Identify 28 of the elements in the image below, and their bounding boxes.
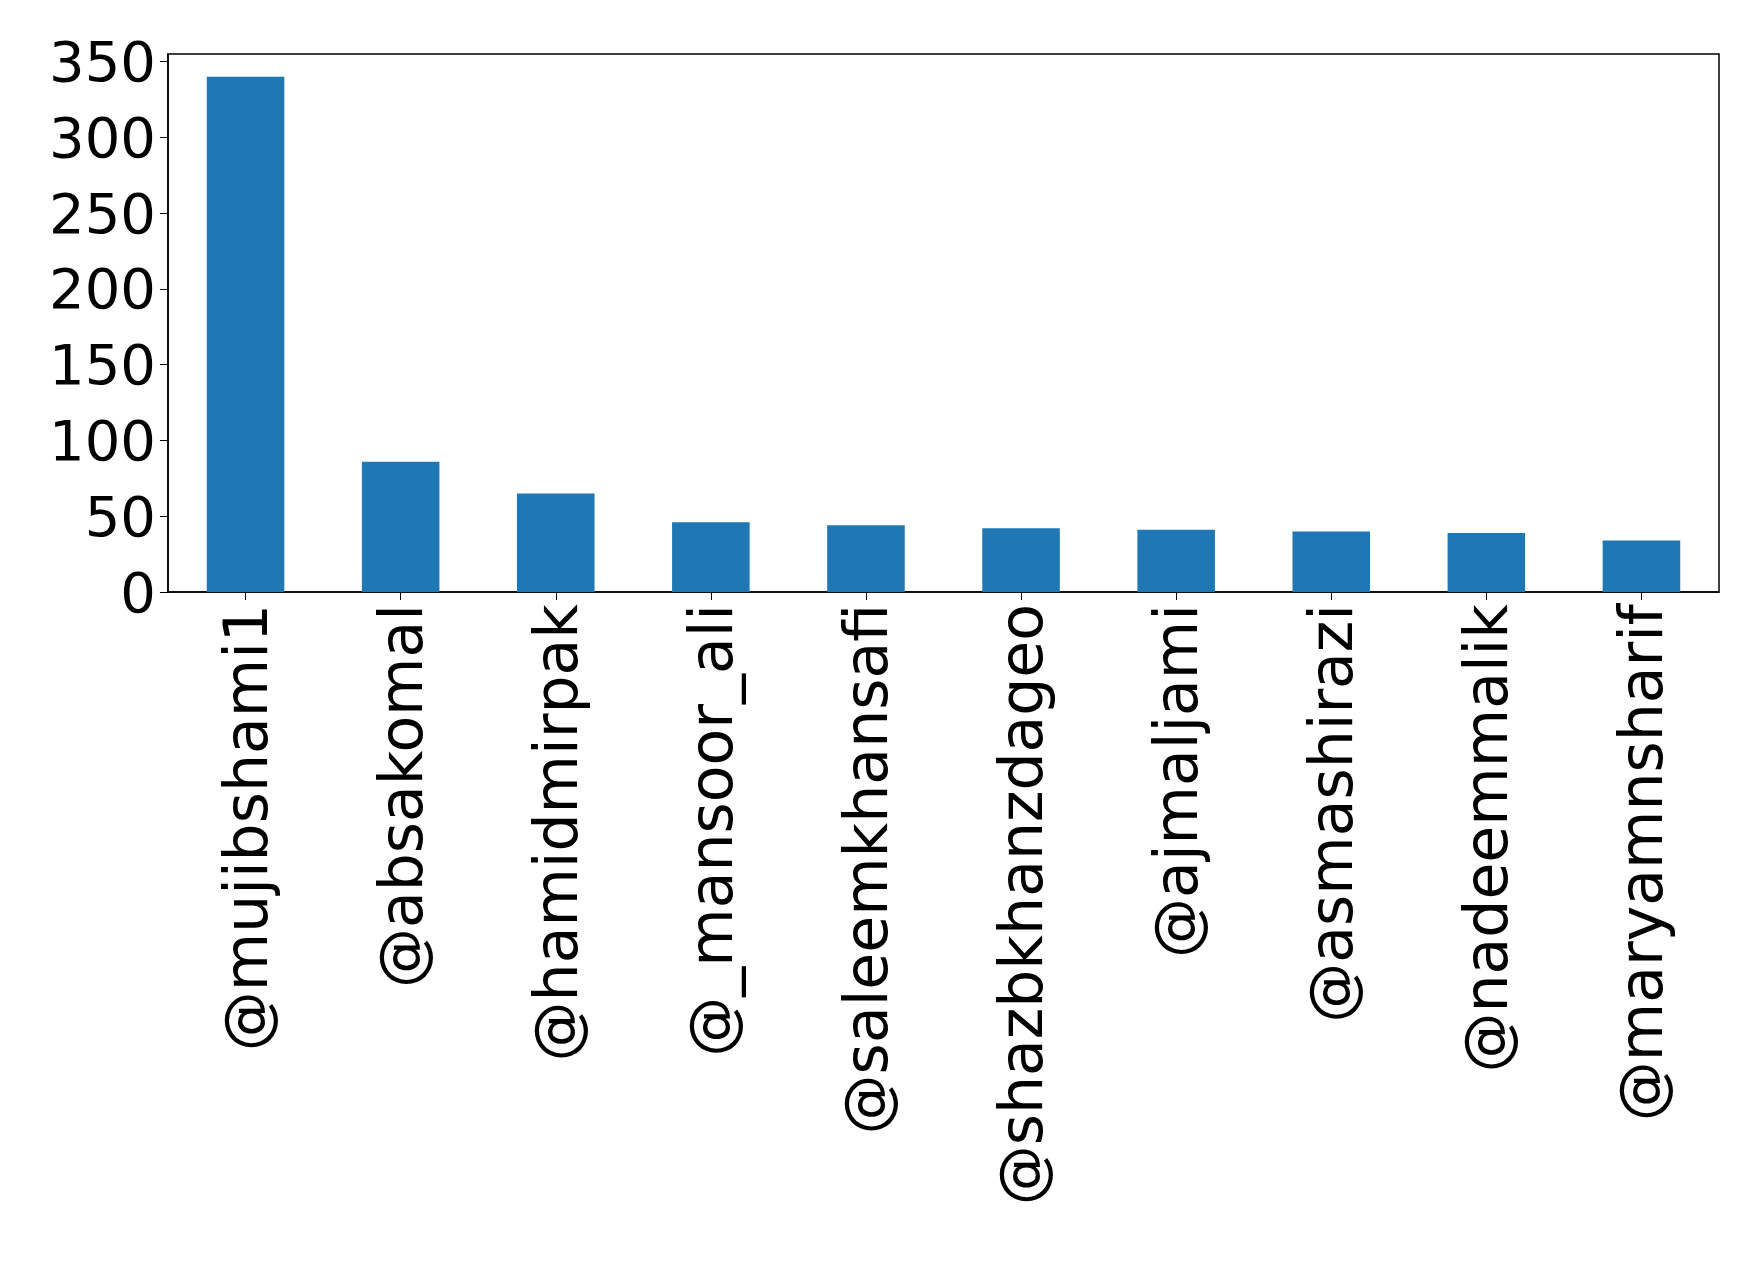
bar xyxy=(1447,532,1526,592)
bar xyxy=(672,522,750,592)
bar xyxy=(1137,529,1215,592)
x-tick-label: @asmashirazi xyxy=(1296,604,1367,1023)
y-tick-label: 50 xyxy=(84,483,156,549)
y-tick-label: 200 xyxy=(49,256,156,322)
x-tick-label: @_mansoor_ali xyxy=(675,604,746,1057)
x-tick-label: @saleemkhansafi xyxy=(830,604,901,1135)
x-tick-label: @absakomal xyxy=(365,604,436,989)
x-tick-label: @ajmaljami xyxy=(1141,604,1212,958)
y-tick-label: 350 xyxy=(49,29,156,95)
x-tick-label: @maryamnsharif xyxy=(1606,602,1677,1122)
x-tick-label: @hamidmirpak xyxy=(520,603,591,1062)
bar xyxy=(827,525,905,592)
bar xyxy=(516,493,595,592)
y-tick-label: 0 xyxy=(120,559,156,625)
bar xyxy=(361,461,440,592)
y-tick-label: 150 xyxy=(49,332,156,398)
y-tick-label: 300 xyxy=(49,104,156,170)
y-tick-label: 250 xyxy=(49,180,156,246)
x-tick-label: @shazbkhanzdageo xyxy=(986,604,1057,1206)
bar xyxy=(1292,531,1371,592)
y-tick-label: 100 xyxy=(49,407,156,473)
x-tick-label: @mujibshami1 xyxy=(210,604,281,1052)
bar xyxy=(1602,540,1681,592)
x-tick-label: @nadeemmalik xyxy=(1451,603,1522,1073)
bar xyxy=(206,76,285,592)
bar xyxy=(982,528,1060,592)
